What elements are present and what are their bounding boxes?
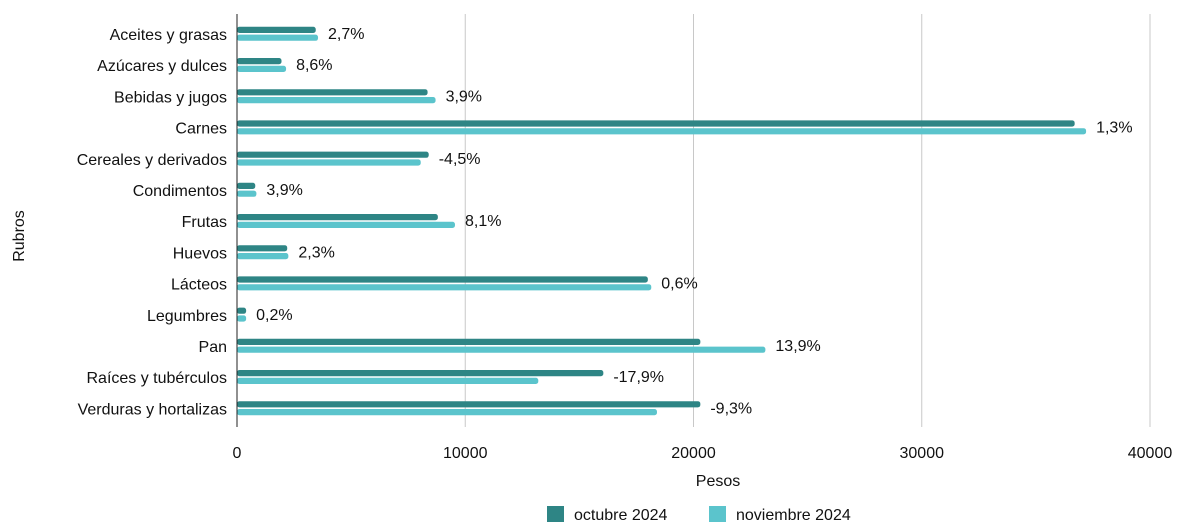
data-label: 0,6%	[661, 276, 697, 293]
bar-octubre	[237, 338, 701, 345]
bar-octubre	[237, 276, 648, 283]
category-label: Condimentos	[133, 183, 227, 200]
bar-octubre	[237, 26, 316, 33]
data-label: 2,3%	[298, 244, 334, 261]
x-tick-label: 20000	[671, 445, 716, 462]
legend-label: octubre 2024	[574, 507, 668, 522]
x-tick-label: 10000	[443, 445, 488, 462]
y-axis-title: Rubros	[11, 210, 28, 262]
category-label: Legumbres	[147, 308, 227, 325]
bar-octubre	[237, 151, 429, 158]
bar-noviembre	[237, 346, 766, 353]
bar-noviembre	[237, 97, 436, 104]
bar-noviembre	[237, 65, 287, 72]
bar-octubre	[237, 401, 701, 408]
bars	[237, 26, 1087, 416]
grid-lines	[464, 14, 1151, 427]
legend-swatch	[547, 506, 564, 523]
category-label: Pan	[199, 339, 227, 356]
labels: 0 10000 20000 30000 40000 Aceites y grasas 2,7…	[11, 26, 1172, 490]
data-label: -4,5%	[439, 151, 481, 168]
bar-octubre	[237, 245, 288, 252]
bar-noviembre	[237, 409, 657, 416]
x-tick-label: 0	[233, 445, 242, 462]
category-label: Frutas	[182, 214, 227, 231]
x-axis-title: Pesos	[696, 473, 740, 490]
x-tick-label: 30000	[900, 445, 945, 462]
data-label: 2,7%	[328, 26, 364, 43]
category-label: Verduras y hortalizas	[78, 401, 227, 418]
bar-octubre	[237, 182, 256, 189]
bar-octubre	[237, 370, 604, 377]
bar-noviembre	[237, 159, 421, 166]
bar-octubre	[237, 214, 438, 221]
bar-noviembre	[237, 377, 539, 384]
data-label: 8,6%	[296, 57, 332, 74]
legend: octubre 2024 noviembre 2024	[547, 506, 851, 524]
category-label: Raíces y tubérculos	[86, 370, 227, 387]
bar-noviembre	[237, 284, 652, 291]
bar-noviembre	[237, 128, 1087, 135]
category-label: Bebidas y jugos	[114, 89, 227, 106]
data-label: 3,9%	[446, 88, 482, 105]
data-label: 13,9%	[775, 338, 820, 355]
bar-octubre	[237, 307, 247, 314]
category-label: Azúcares y dulces	[97, 58, 227, 75]
bar-noviembre	[237, 190, 257, 197]
category-label: Cereales y derivados	[77, 152, 227, 169]
data-label: 8,1%	[465, 213, 501, 230]
data-label: 3,9%	[266, 182, 302, 199]
data-label: -9,3%	[710, 400, 752, 417]
bar-octubre	[237, 89, 428, 96]
bar-octubre	[237, 120, 1075, 127]
bar-noviembre	[237, 221, 455, 228]
bar-noviembre	[237, 253, 289, 260]
data-label: -17,9%	[613, 369, 664, 386]
legend-swatch	[709, 506, 726, 523]
bar-noviembre	[237, 34, 319, 41]
data-label: 0,2%	[256, 307, 292, 324]
category-label: Aceites y grasas	[110, 27, 227, 44]
x-tick-label: 40000	[1128, 445, 1173, 462]
bar-noviembre	[237, 315, 247, 322]
category-label: Huevos	[173, 245, 227, 262]
bar-octubre	[237, 58, 282, 65]
data-label: 1,3%	[1096, 120, 1132, 137]
legend-label: noviembre 2024	[736, 507, 851, 522]
category-label: Lácteos	[171, 277, 227, 294]
category-label: Carnes	[175, 121, 227, 138]
